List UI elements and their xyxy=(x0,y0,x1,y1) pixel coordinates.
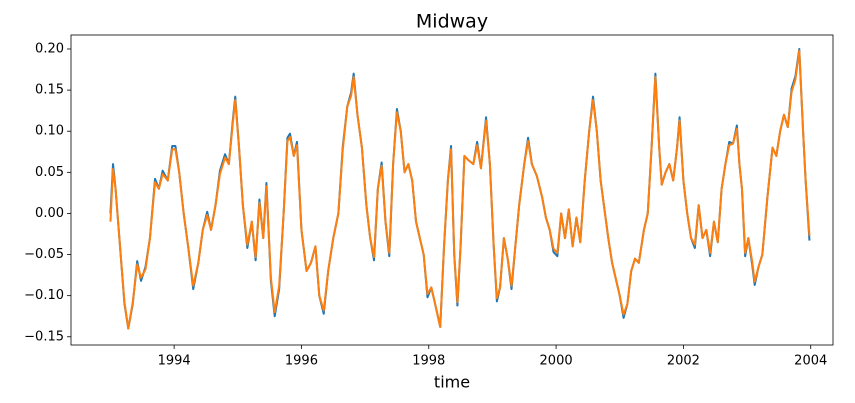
x-tick-label: 2000 xyxy=(540,354,573,369)
y-tick-label: −0.10 xyxy=(24,288,64,303)
y-tick-label: −0.05 xyxy=(24,247,64,262)
y-tick-label: 0.00 xyxy=(35,206,64,221)
x-tick-label: 1996 xyxy=(285,354,318,369)
y-tick-label: 0.15 xyxy=(35,83,64,98)
y-tick-label: −0.15 xyxy=(24,329,64,344)
y-tick-label: 0.20 xyxy=(35,41,64,56)
data-line xyxy=(109,49,811,330)
x-tick-label: 1998 xyxy=(412,354,445,369)
plot-frame xyxy=(70,34,834,346)
y-tick-label: 0.05 xyxy=(35,165,64,180)
y-tick-label: 0.10 xyxy=(35,124,64,139)
x-tick-label: 1994 xyxy=(158,354,191,369)
data-line xyxy=(109,47,811,330)
chart-title: Midway xyxy=(416,11,488,33)
x-tick-label: 2004 xyxy=(794,354,827,369)
x-axis-label: time xyxy=(434,373,470,392)
x-tick-label: 2002 xyxy=(667,354,700,369)
